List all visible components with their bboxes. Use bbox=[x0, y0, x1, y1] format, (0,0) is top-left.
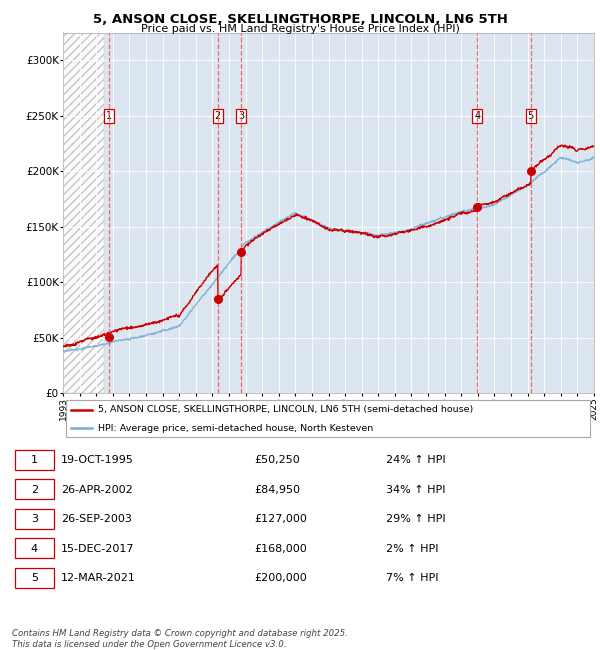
Text: Price paid vs. HM Land Registry's House Price Index (HPI): Price paid vs. HM Land Registry's House … bbox=[140, 24, 460, 34]
Text: £127,000: £127,000 bbox=[254, 514, 307, 525]
Bar bbox=[63, 32, 104, 393]
Text: £168,000: £168,000 bbox=[254, 543, 307, 554]
Text: 5, ANSON CLOSE, SKELLINGTHORPE, LINCOLN, LN6 5TH (semi-detached house): 5, ANSON CLOSE, SKELLINGTHORPE, LINCOLN,… bbox=[98, 405, 473, 414]
Text: 2: 2 bbox=[31, 485, 38, 495]
FancyBboxPatch shape bbox=[15, 538, 54, 558]
Text: 5, ANSON CLOSE, SKELLINGTHORPE, LINCOLN, LN6 5TH: 5, ANSON CLOSE, SKELLINGTHORPE, LINCOLN,… bbox=[92, 13, 508, 26]
Text: HPI: Average price, semi-detached house, North Kesteven: HPI: Average price, semi-detached house,… bbox=[98, 424, 373, 433]
FancyBboxPatch shape bbox=[65, 400, 590, 437]
Text: 3: 3 bbox=[238, 111, 244, 121]
Text: 15-DEC-2017: 15-DEC-2017 bbox=[61, 543, 134, 554]
Text: 24% ↑ HPI: 24% ↑ HPI bbox=[386, 455, 446, 465]
Text: 29% ↑ HPI: 29% ↑ HPI bbox=[386, 514, 446, 525]
Text: 5: 5 bbox=[527, 111, 534, 121]
Text: £50,250: £50,250 bbox=[254, 455, 299, 465]
Text: 2: 2 bbox=[215, 111, 221, 121]
FancyBboxPatch shape bbox=[15, 480, 54, 499]
Text: 2% ↑ HPI: 2% ↑ HPI bbox=[386, 543, 439, 554]
Text: £84,950: £84,950 bbox=[254, 485, 300, 495]
Text: 3: 3 bbox=[31, 514, 38, 525]
Text: 12-MAR-2021: 12-MAR-2021 bbox=[61, 573, 136, 583]
FancyBboxPatch shape bbox=[15, 450, 54, 470]
Text: £200,000: £200,000 bbox=[254, 573, 307, 583]
Text: Contains HM Land Registry data © Crown copyright and database right 2025.
This d: Contains HM Land Registry data © Crown c… bbox=[12, 629, 348, 649]
Text: 34% ↑ HPI: 34% ↑ HPI bbox=[386, 485, 446, 495]
Text: 26-SEP-2003: 26-SEP-2003 bbox=[61, 514, 132, 525]
Text: 1: 1 bbox=[106, 111, 113, 121]
Text: 26-APR-2002: 26-APR-2002 bbox=[61, 485, 133, 495]
Text: 5: 5 bbox=[31, 573, 38, 583]
Text: 1: 1 bbox=[31, 455, 38, 465]
Text: 19-OCT-1995: 19-OCT-1995 bbox=[61, 455, 134, 465]
FancyBboxPatch shape bbox=[15, 509, 54, 529]
FancyBboxPatch shape bbox=[15, 568, 54, 588]
Text: 7% ↑ HPI: 7% ↑ HPI bbox=[386, 573, 439, 583]
Text: 4: 4 bbox=[31, 543, 38, 554]
Text: 4: 4 bbox=[474, 111, 480, 121]
